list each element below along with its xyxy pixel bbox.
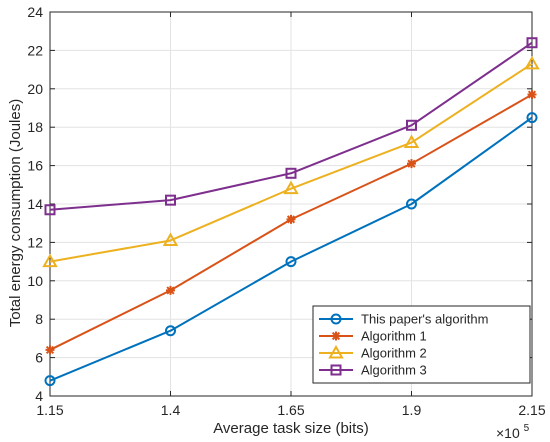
grid-lines <box>49 11 533 397</box>
legend-item: Algorithm 1 <box>319 329 427 344</box>
data-point <box>45 345 55 355</box>
legend-label: Algorithm 1 <box>361 329 427 344</box>
data-point <box>524 55 540 70</box>
data-point <box>286 214 296 224</box>
data-point <box>166 285 175 295</box>
y-tick-label: 10 <box>27 273 43 289</box>
series-4 <box>44 37 538 216</box>
x-tick-label: 1.4 <box>161 402 181 418</box>
data-point <box>407 159 416 169</box>
series-1 <box>44 112 538 387</box>
x-tick-label: 2.15 <box>518 402 545 418</box>
legend-swatch-marker <box>330 313 342 325</box>
series-line <box>49 63 533 263</box>
data-point <box>162 232 179 246</box>
x-axis-label: Average task size (bits) <box>213 420 369 437</box>
data-point <box>526 37 538 49</box>
legend-swatch-marker <box>330 364 342 376</box>
x-tick-label: 1.9 <box>402 402 422 418</box>
y-tick-label: 20 <box>27 81 43 97</box>
legend-item: Algorithm 2 <box>319 344 427 361</box>
legend: This paper's algorithm Algorithm 1 Algorit… <box>312 305 531 384</box>
data-point <box>165 325 176 337</box>
y-tick-label: 22 <box>27 42 43 58</box>
legend-label: Algorithm 2 <box>361 346 427 361</box>
y-tick-label: 8 <box>35 311 43 327</box>
data-point <box>403 134 420 149</box>
data-point <box>526 112 538 124</box>
legend-swatch-marker <box>331 331 341 341</box>
data-point <box>44 375 56 387</box>
data-point <box>42 253 58 268</box>
legend-item: This paper's algorithm <box>319 312 488 327</box>
series-2 <box>45 90 537 355</box>
data-point <box>285 256 297 268</box>
legend-swatch-marker <box>328 344 344 359</box>
x-axis-multiplier: ×10 5 <box>496 423 530 441</box>
legend-item: Algorithm 3 <box>319 363 427 378</box>
series-line <box>49 41 533 211</box>
y-axis-ticks: 4 6 8 10 12 14 16 18 20 22 24 <box>27 4 532 404</box>
x-tick-label: 1.15 <box>36 402 63 418</box>
data-point <box>406 198 417 210</box>
y-tick-label: 6 <box>35 350 43 366</box>
y-tick-label: 16 <box>27 158 43 174</box>
data-point <box>527 90 537 100</box>
series-3 <box>42 55 540 268</box>
series-group <box>42 37 540 387</box>
data-point <box>406 119 417 131</box>
y-tick-label: 18 <box>27 119 43 135</box>
series-line <box>49 116 533 382</box>
x-axis-ticks: 1.15 1.4 1.65 1.9 2.15 <box>36 12 546 418</box>
x-axis-multiplier-exponent: 5 <box>524 423 530 434</box>
x-axis-multiplier-base: ×10 <box>496 425 520 441</box>
y-tick-label: 4 <box>35 388 43 404</box>
data-point <box>165 194 176 206</box>
y-tick-label: 12 <box>27 234 43 250</box>
data-point <box>285 167 297 179</box>
legend-label: Algorithm 3 <box>361 363 427 378</box>
data-point <box>283 180 299 195</box>
data-point <box>44 204 56 216</box>
legend-label: This paper's algorithm <box>361 312 488 327</box>
x-tick-label: 1.65 <box>277 402 304 418</box>
y-tick-label: 14 <box>27 196 43 212</box>
y-tick-label: 24 <box>27 4 43 20</box>
y-axis-label: Total energy consumption (Joules) <box>7 99 24 327</box>
